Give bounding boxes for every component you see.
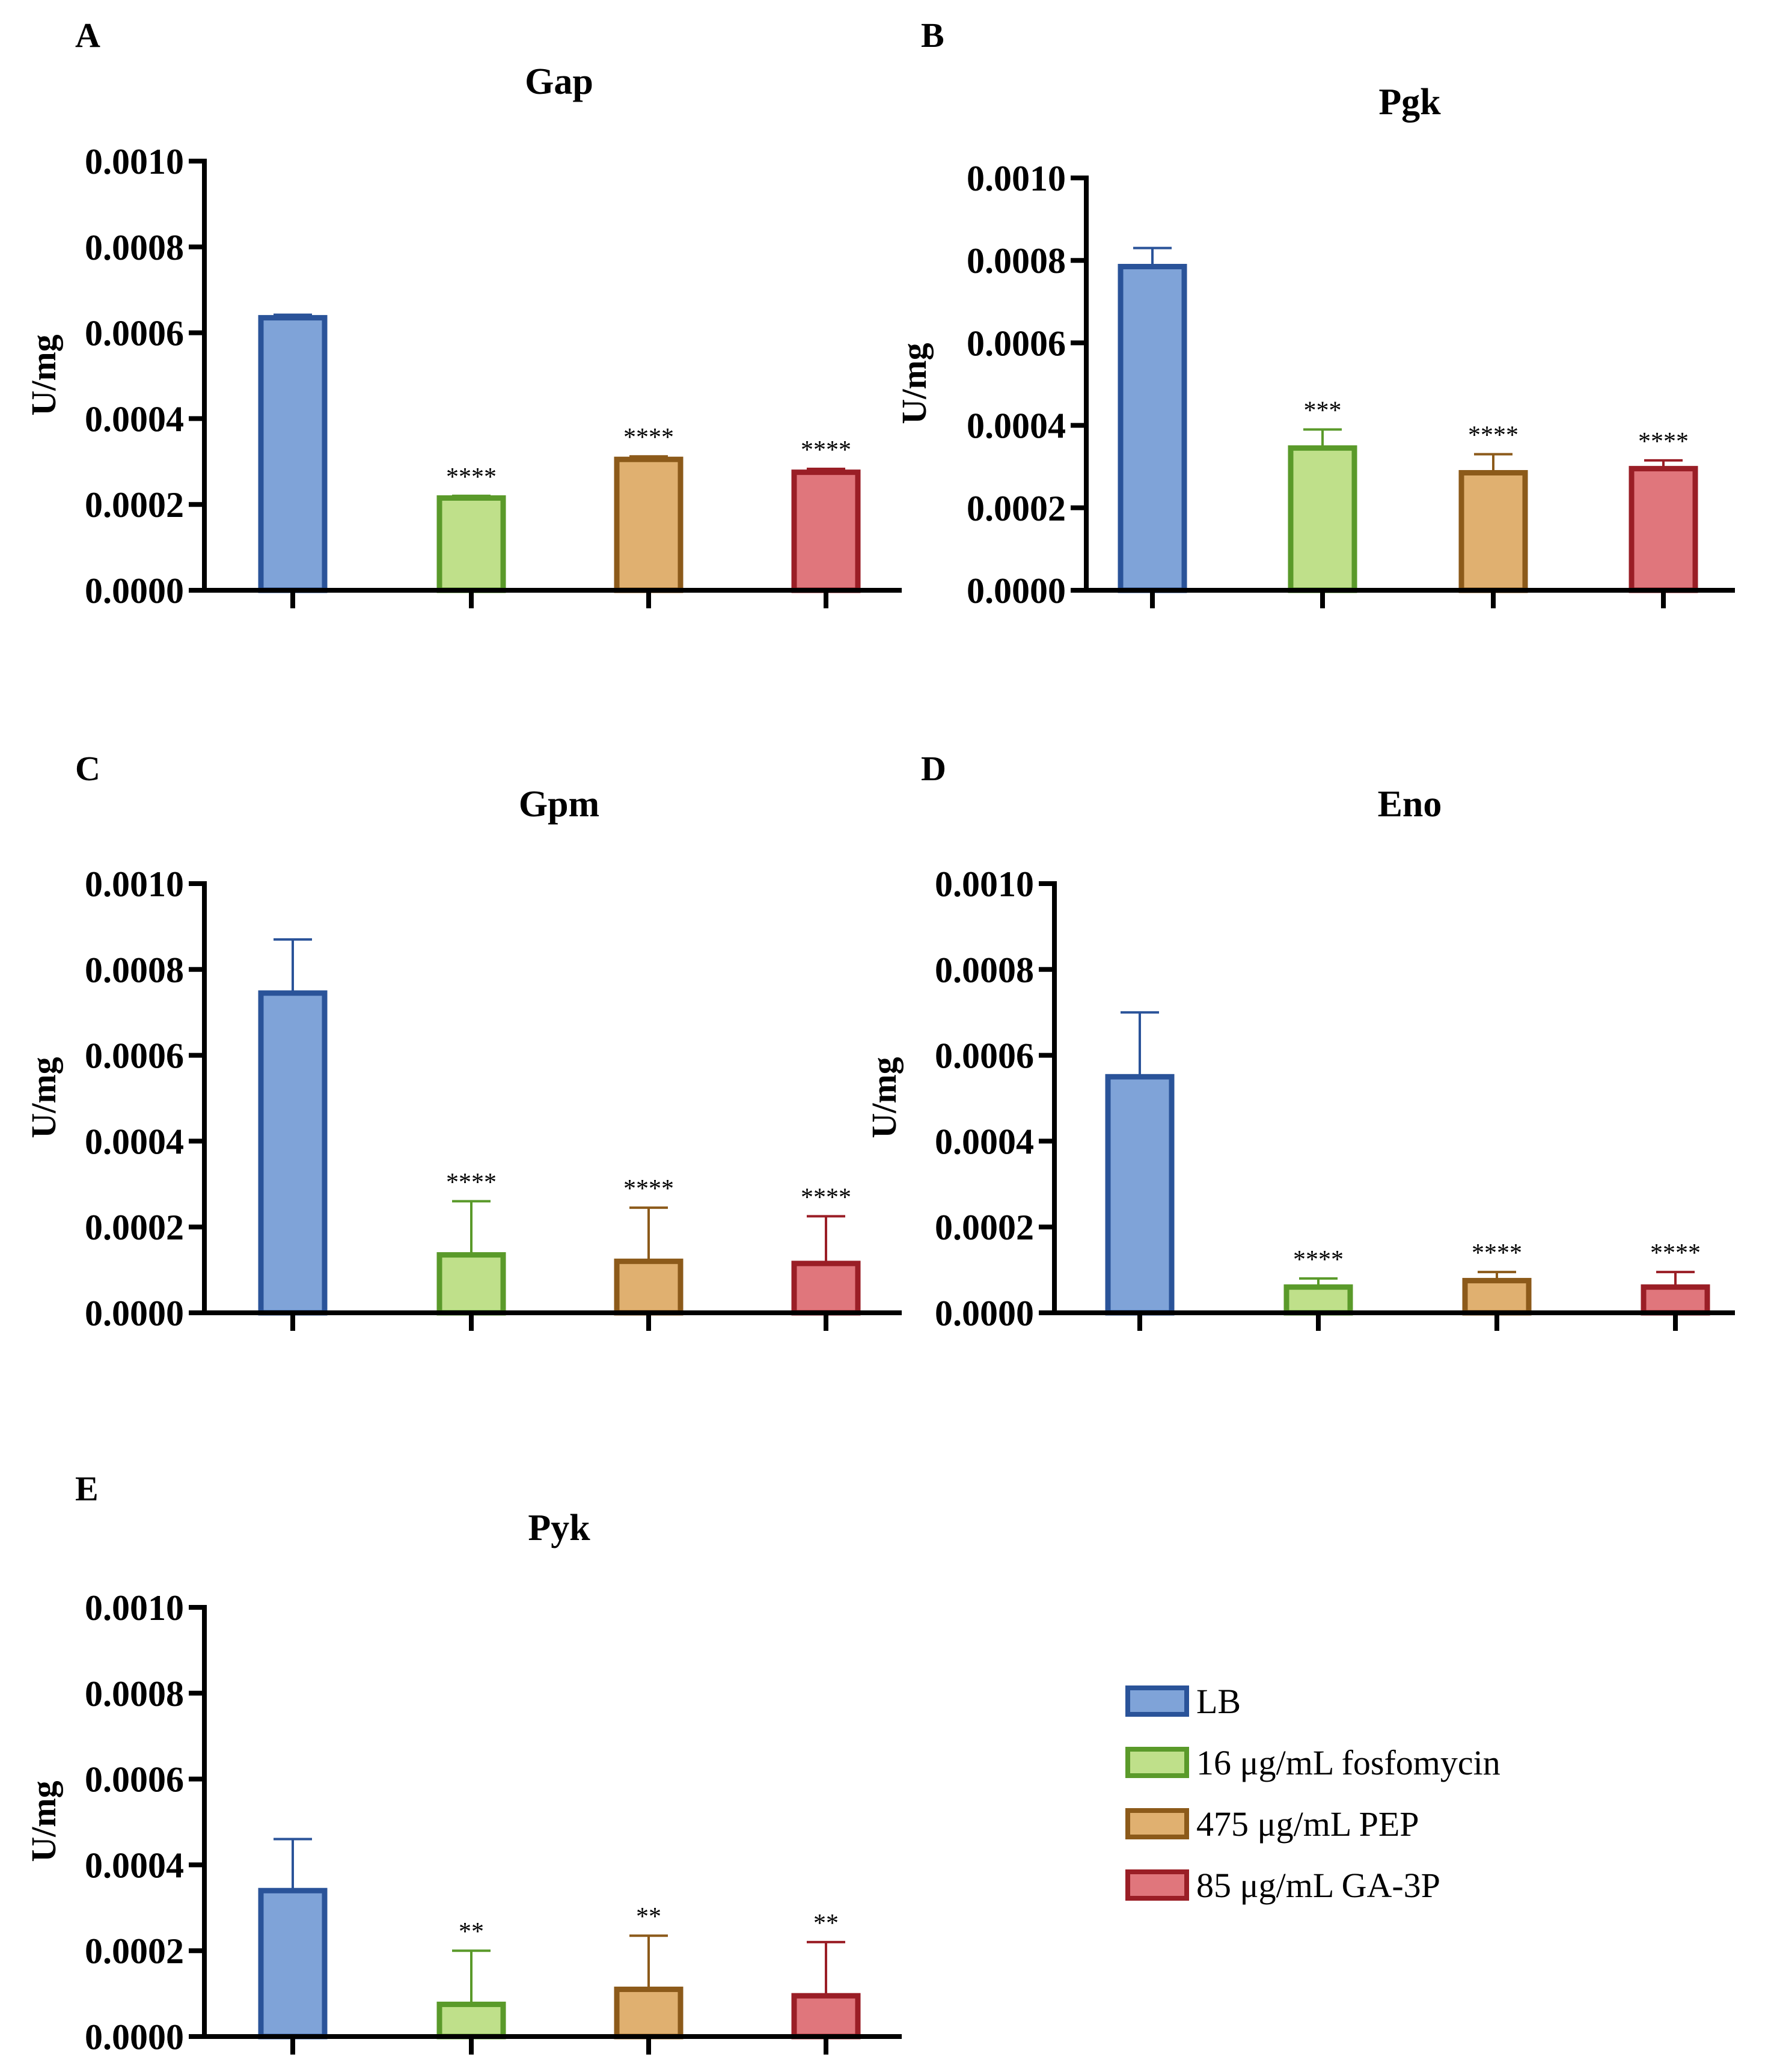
bar-c-0 [258, 990, 328, 1316]
y-tick-label: 0.0002 [85, 1931, 184, 1971]
bar-a-0 [258, 315, 328, 593]
bar-e-2 [614, 1986, 684, 2040]
y-tick-label: 0.0010 [85, 1588, 184, 1628]
y-tick-label: 0.0008 [85, 228, 184, 267]
y-tick-label: 0.0010 [967, 159, 1066, 198]
y-tick-label: 0.0004 [85, 1845, 184, 1885]
bar-e-0 [258, 1887, 328, 2040]
legend-label: 475 μg/mL PEP [1196, 1805, 1419, 1844]
y-tick-label: 0.0008 [967, 241, 1066, 281]
y-axis-label: U/mg [864, 1057, 904, 1138]
panel-title: Pyk [528, 1508, 590, 1548]
panel-letter: B [921, 16, 944, 55]
significance-label: **** [446, 1169, 497, 1196]
legend-swatch [1125, 1685, 1189, 1717]
y-tick-label: 0.0002 [85, 485, 184, 525]
significance-label: **** [801, 1184, 851, 1211]
significance-label: **** [1293, 1246, 1344, 1274]
panel-e: E Pyk U/mg 0.0000 0.0002 0.0004 0.0006 0.0008 0.… [24, 1469, 902, 2057]
y-tick-label: 0.0006 [85, 314, 184, 353]
y-tick-label: 0.0000 [967, 571, 1066, 611]
significance-label: **** [446, 463, 497, 491]
bar-b-2 [1458, 469, 1528, 593]
y-tick-label: 0.0008 [935, 950, 1034, 990]
legend-label: 85 μg/mL GA-3P [1196, 1866, 1440, 1905]
y-tick-label: 0.0000 [85, 1294, 184, 1333]
panel-title: Gpm [519, 784, 599, 825]
y-axis-label: U/mg [24, 1057, 63, 1138]
bar-d-1 [1283, 1284, 1353, 1316]
panel-title: Eno [1378, 784, 1442, 825]
panel-c: C Gpm U/mg 0.0000 0.0002 0.0004 0.0006 0.0008 0.… [24, 749, 902, 1333]
significance-label: **** [623, 424, 674, 451]
significance-label: **** [1472, 1239, 1522, 1267]
bar-b-0 [1118, 263, 1187, 593]
y-tick-label: 0.0000 [85, 2017, 184, 2057]
bar-a-3 [791, 469, 861, 593]
significance-label: **** [801, 436, 851, 464]
bar-a-1 [436, 495, 506, 593]
y-tick-label: 0.0000 [85, 571, 184, 611]
y-tick-label: 0.0000 [935, 1294, 1034, 1333]
significance-label: ** [636, 1903, 661, 1931]
bar-c-1 [436, 1252, 506, 1316]
y-tick-label: 0.0004 [85, 399, 184, 439]
bar-b-1 [1288, 445, 1357, 593]
panel-letter: A [75, 16, 100, 55]
bar-c-2 [614, 1258, 684, 1316]
y-tick-label: 0.0010 [85, 142, 184, 182]
y-tick-label: 0.0006 [85, 1760, 184, 1800]
significance-label: **** [1638, 428, 1689, 456]
bar-e-3 [791, 1993, 861, 2040]
bar-d-0 [1105, 1074, 1175, 1316]
bar-a-2 [614, 456, 684, 593]
y-tick-label: 0.0010 [85, 864, 184, 904]
y-axis-label: U/mg [24, 334, 63, 415]
y-tick-label: 0.0006 [85, 1036, 184, 1076]
y-tick-label: 0.0004 [967, 406, 1066, 446]
legend: LB 16 μg/mL fosfomycin 475 μg/mL PEP 85 μg/… [1125, 1682, 1500, 1905]
panel-letter: E [75, 1469, 99, 1508]
y-tick-label: 0.0002 [935, 1208, 1034, 1247]
bar-d-2 [1462, 1277, 1532, 1316]
y-axis-label: U/mg [24, 1780, 63, 1862]
legend-label: 16 μg/mL fosfomycin [1196, 1743, 1500, 1782]
panel-a: A Gap U/mg 0.0000 0.0002 0.0004 0.0006 0.0008 0.… [24, 16, 902, 611]
y-tick-label: 0.0010 [935, 864, 1034, 904]
bar-c-3 [791, 1261, 861, 1316]
significance-label: ** [813, 1910, 839, 1937]
panel-title: Pgk [1378, 82, 1441, 123]
significance-label: *** [1304, 397, 1342, 424]
legend-swatch [1125, 1869, 1189, 1901]
legend-swatch [1125, 1747, 1189, 1778]
panel-title: Gap [525, 61, 593, 102]
legend-swatch [1125, 1808, 1189, 1839]
y-tick-label: 0.0004 [935, 1122, 1034, 1161]
y-axis-label: U/mg [895, 343, 934, 424]
panel-letter: D [921, 749, 946, 788]
y-tick-label: 0.0002 [967, 489, 1066, 528]
bar-e-1 [436, 2001, 506, 2040]
significance-label: **** [623, 1175, 674, 1203]
panel-letter: C [75, 749, 100, 788]
significance-label: ** [459, 1918, 484, 1946]
y-tick-label: 0.0008 [85, 950, 184, 990]
bar-d-3 [1641, 1284, 1710, 1316]
y-tick-label: 0.0008 [85, 1674, 184, 1714]
panel-d: D Eno U/mg 0.0000 0.0002 0.0004 0.0006 0.0008 0.… [864, 749, 1735, 1333]
significance-label: **** [1468, 422, 1519, 450]
legend-label: LB [1196, 1682, 1241, 1721]
y-tick-label: 0.0006 [967, 323, 1066, 363]
y-tick-label: 0.0004 [85, 1122, 184, 1161]
y-tick-label: 0.0002 [85, 1208, 184, 1247]
y-tick-label: 0.0006 [935, 1036, 1034, 1076]
panel-b: B Pgk U/mg 0.0000 0.0002 0.0004 0.0006 0.0008 0.… [895, 16, 1735, 611]
significance-label: **** [1650, 1239, 1701, 1267]
bar-b-3 [1629, 466, 1698, 593]
